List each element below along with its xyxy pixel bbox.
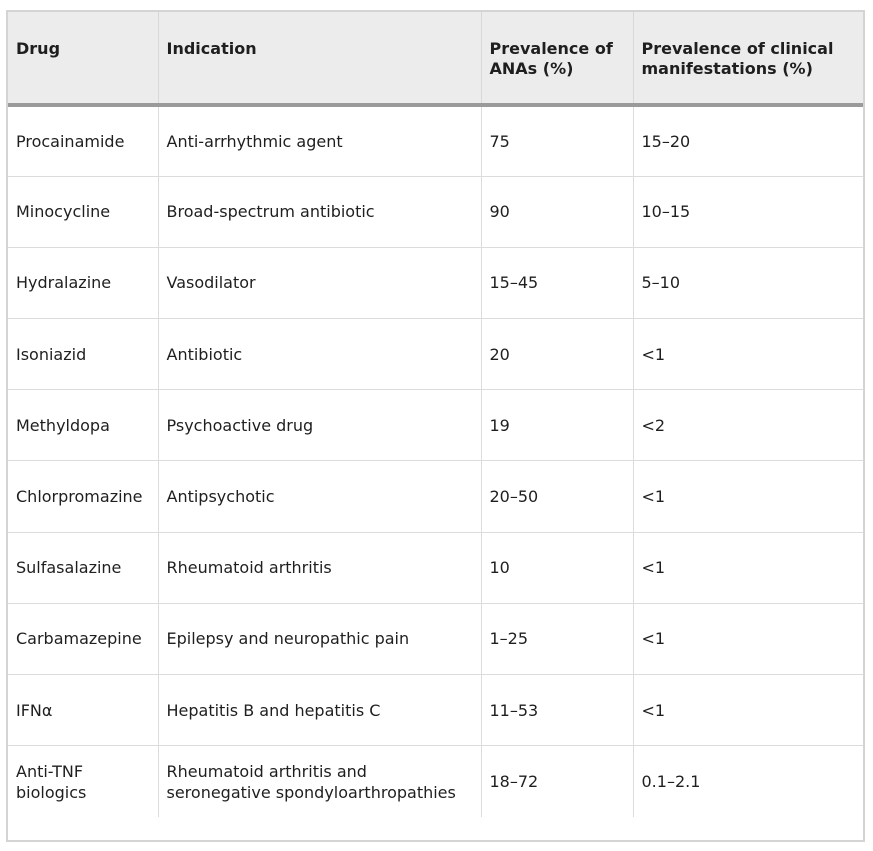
indication-cell: Vasodilator xyxy=(157,246,481,319)
ana-prevalence-cell: 10 xyxy=(480,531,633,604)
indication-cell: Rheumatoid arthritis xyxy=(157,531,481,604)
table-row: Methyldopa Psychoactive drug 19 <2 xyxy=(8,389,863,461)
clinical-prevalence-cell: <2 xyxy=(632,389,863,461)
header-drug: Drug xyxy=(8,12,158,107)
indication-cell: Hepatitis B and hepatitis C xyxy=(157,673,481,746)
clinical-prevalence-cell: <1 xyxy=(632,318,863,390)
clinical-prevalence-cell: 15–20 xyxy=(632,105,863,177)
ana-prevalence-cell: 1–25 xyxy=(480,602,633,675)
ana-prevalence-cell: 18–72 xyxy=(480,745,633,817)
table-row: Minocycline Broad-spectrum antibiotic 90 10… xyxy=(8,175,863,248)
table-row: Chlorpromazine Antipsychotic 20–50 <1 xyxy=(8,460,863,533)
ana-prevalence-cell: 90 xyxy=(480,175,633,248)
drug-cell: Minocycline xyxy=(8,175,158,248)
table-row: Hydralazine Vasodilator 15–45 5–10 xyxy=(8,246,863,319)
clinical-prevalence-cell: 10–15 xyxy=(632,175,863,248)
drug-cell: Carbamazepine xyxy=(8,602,158,675)
table-body: Procainamide Anti-arrhythmic agent 75 15–20… xyxy=(8,105,863,817)
indication-cell: Broad-spectrum antibiotic xyxy=(157,175,481,248)
header-prevalence-clinical: Prevalence of clinical manifestations (%… xyxy=(632,12,863,107)
indication-cell: Anti-arrhythmic agent xyxy=(157,105,481,177)
indication-cell: Antipsychotic xyxy=(157,460,481,533)
ana-prevalence-cell: 75 xyxy=(480,105,633,177)
table-row: Isoniazid Antibiotic 20 <1 xyxy=(8,318,863,390)
clinical-prevalence-cell: <1 xyxy=(632,531,863,604)
table-row: IFNα Hepatitis B and hepatitis C 11–53 <1 xyxy=(8,673,863,746)
header-prevalence-anas: Prevalence of ANAs (%) xyxy=(480,12,633,107)
clinical-prevalence-cell: 0.1–2.1 xyxy=(632,745,863,817)
drug-cell: Chlorpromazine xyxy=(8,460,158,533)
drug-cell: Sulfasalazine xyxy=(8,531,158,604)
table-row: Anti-TNF biologics Rheumatoid arthritis a… xyxy=(8,745,863,817)
indication-cell: Antibiotic xyxy=(157,318,481,390)
ana-prevalence-cell: 19 xyxy=(480,389,633,461)
clinical-prevalence-cell: <1 xyxy=(632,460,863,533)
table-header-row: Drug Indication Prevalence of ANAs (%) P… xyxy=(8,12,863,107)
ana-prevalence-cell: 20–50 xyxy=(480,460,633,533)
table-row: Sulfasalazine Rheumatoid arthritis 10 <1 xyxy=(8,531,863,604)
drug-cell: Methyldopa xyxy=(8,389,158,461)
header-indication: Indication xyxy=(157,12,481,107)
ana-prevalence-cell: 20 xyxy=(480,318,633,390)
clinical-prevalence-cell: 5–10 xyxy=(632,246,863,319)
table-row: Procainamide Anti-arrhythmic agent 75 15–20 xyxy=(8,105,863,177)
ana-prevalence-cell: 11–53 xyxy=(480,673,633,746)
clinical-prevalence-cell: <1 xyxy=(632,602,863,675)
table-row: Carbamazepine Epilepsy and neuropathic pa… xyxy=(8,602,863,675)
drug-induced-lupus-table: Drug Indication Prevalence of ANAs (%) P… xyxy=(8,12,863,817)
indication-cell: Epilepsy and neuropathic pain xyxy=(157,602,481,675)
clinical-prevalence-cell: <1 xyxy=(632,673,863,746)
indication-cell: Rheumatoid arthritis and seronegative sp… xyxy=(157,745,481,817)
drug-cell: Procainamide xyxy=(16,131,125,151)
drug-cell: IFNα xyxy=(8,673,158,746)
ana-prevalence-cell: 15–45 xyxy=(480,246,633,319)
drug-table-container: Drug Indication Prevalence of ANAs (%) P… xyxy=(6,10,865,842)
indication-cell: Psychoactive drug xyxy=(157,389,481,461)
drug-cell: Anti-TNF biologics xyxy=(8,745,158,817)
drug-cell: Hydralazine xyxy=(8,246,158,319)
drug-cell: Isoniazid xyxy=(8,318,158,390)
